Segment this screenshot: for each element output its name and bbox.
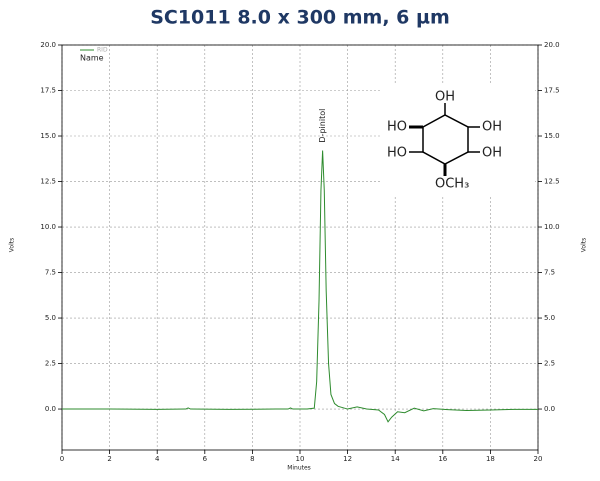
y2-tick-label: 5.0 <box>544 314 555 322</box>
structure: OH HO OH HO OH OCH₃ <box>380 85 535 197</box>
y-tick-label: 5.0 <box>45 314 56 322</box>
y2-tick-label: 7.5 <box>544 269 555 277</box>
x-tick-label: 14 <box>391 455 400 463</box>
structure-label: OH <box>482 120 502 135</box>
structure-label: OH <box>435 90 455 105</box>
x-tick-label: 8 <box>250 455 254 463</box>
x-tick-label: 0 <box>60 455 64 463</box>
x-tick-label: 4 <box>155 455 160 463</box>
x-tick-label: 6 <box>203 455 208 463</box>
x-axis-label: Minutes <box>287 465 311 472</box>
y2-tick-label: 10.0 <box>544 223 560 231</box>
x-tick-label: 18 <box>486 455 495 463</box>
plot-frame <box>61 44 539 451</box>
structure-label: OCH₃ <box>435 177 469 192</box>
chart-title: SC1011 8.0 x 300 mm, 6 µm <box>150 7 450 29</box>
y-tick-label: 17.5 <box>40 87 56 95</box>
peak-label: D-pinitol <box>318 109 327 143</box>
legend-title: Name <box>80 54 104 63</box>
x-tick-label: 16 <box>438 455 447 463</box>
x-tick-label: 20 <box>534 455 543 463</box>
structure-background <box>380 85 535 197</box>
y2-tick-label: 2.5 <box>544 360 555 368</box>
x-tick-label: 12 <box>343 455 352 463</box>
legend-label: RID <box>97 47 108 54</box>
structure-label: HO <box>387 120 407 135</box>
y2-tick-label: 0.0 <box>544 405 555 413</box>
y-axis-label: Volts <box>9 238 16 252</box>
structure-label: HO <box>387 146 407 161</box>
y-tick-label: 20.0 <box>40 41 56 49</box>
y-tick-label: 10.0 <box>40 223 56 231</box>
x-tick-label: 2 <box>107 455 111 463</box>
y2-axis-label: Volts <box>581 238 588 252</box>
structure-label: OH <box>482 146 502 161</box>
y2-tick-label: 12.5 <box>544 178 560 186</box>
y2-tick-label: 17.5 <box>544 87 560 95</box>
y-tick-label: 0.0 <box>45 405 56 413</box>
y-tick-label: 12.5 <box>40 178 56 186</box>
y-tick-label: 2.5 <box>45 360 56 368</box>
series-line <box>62 150 538 423</box>
y2-tick-label: 15.0 <box>544 132 560 140</box>
bonds <box>409 103 480 176</box>
x-tick-label: 10 <box>296 455 305 463</box>
y-tick-label: 15.0 <box>40 132 56 140</box>
y-tick-label: 7.5 <box>45 269 56 277</box>
y2-tick-label: 20.0 <box>544 41 560 49</box>
